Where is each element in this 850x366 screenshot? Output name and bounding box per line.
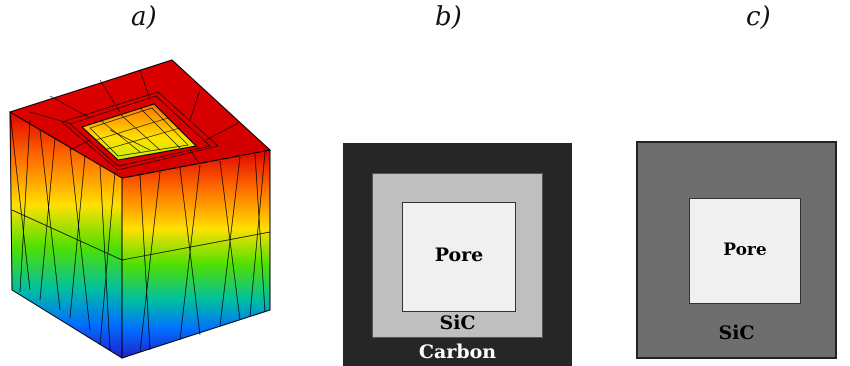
pore-region-b [402,202,516,312]
side-mesh [9,111,271,353]
panel-label-b: b) [435,2,462,32]
sic-label-b: SiC [439,312,476,334]
carbon-label-b: Carbon [418,341,497,363]
panel-label-c: c) [746,2,771,32]
pore-region-c [689,198,801,304]
panel-label-a: a) [131,2,157,32]
meshed-cube [8,59,272,359]
pore-label-c: Pore [723,240,767,260]
sic-label-c: SiC [718,322,755,344]
pore-label-b: Pore [434,244,484,266]
top-mesh [29,69,241,171]
